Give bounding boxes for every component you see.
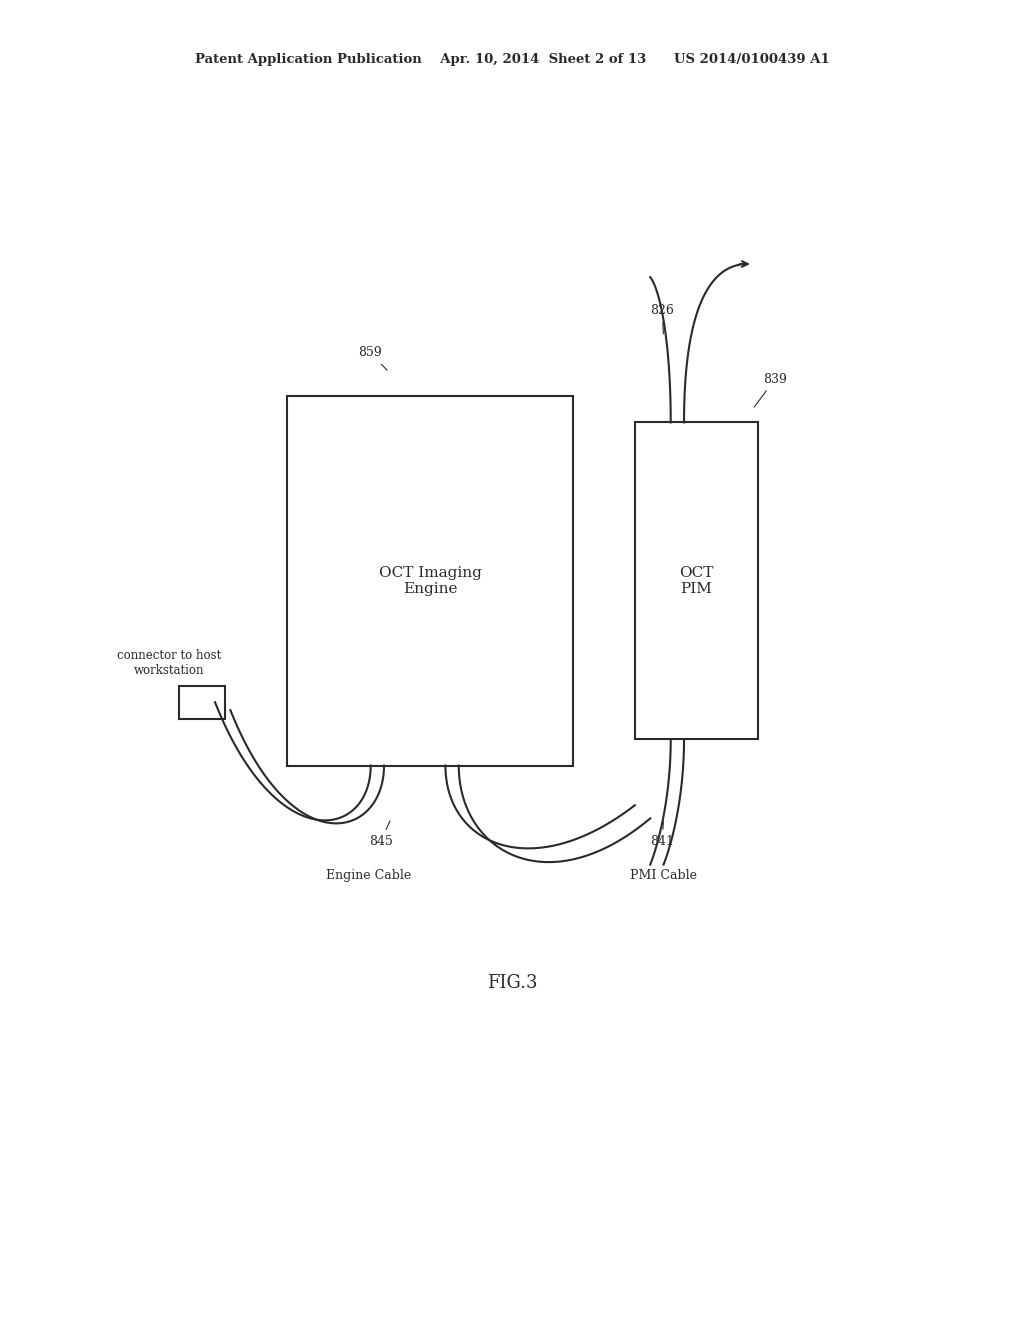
Text: 845: 845 xyxy=(369,821,392,847)
Text: Patent Application Publication    Apr. 10, 2014  Sheet 2 of 13      US 2014/0100: Patent Application Publication Apr. 10, … xyxy=(195,53,829,66)
Text: FIG.3: FIG.3 xyxy=(486,974,538,993)
Text: PMI Cable: PMI Cable xyxy=(630,869,697,882)
Text: connector to host
workstation: connector to host workstation xyxy=(117,648,221,677)
Bar xyxy=(287,396,573,766)
Text: OCT
PIM: OCT PIM xyxy=(679,566,714,595)
Text: OCT Imaging
Engine: OCT Imaging Engine xyxy=(379,566,481,595)
Text: 841: 841 xyxy=(650,821,674,847)
Text: 839: 839 xyxy=(755,372,786,407)
Bar xyxy=(179,686,225,719)
Text: Engine Cable: Engine Cable xyxy=(326,869,412,882)
Text: 826: 826 xyxy=(650,304,674,334)
Text: 859: 859 xyxy=(358,346,387,370)
Bar xyxy=(635,422,758,739)
